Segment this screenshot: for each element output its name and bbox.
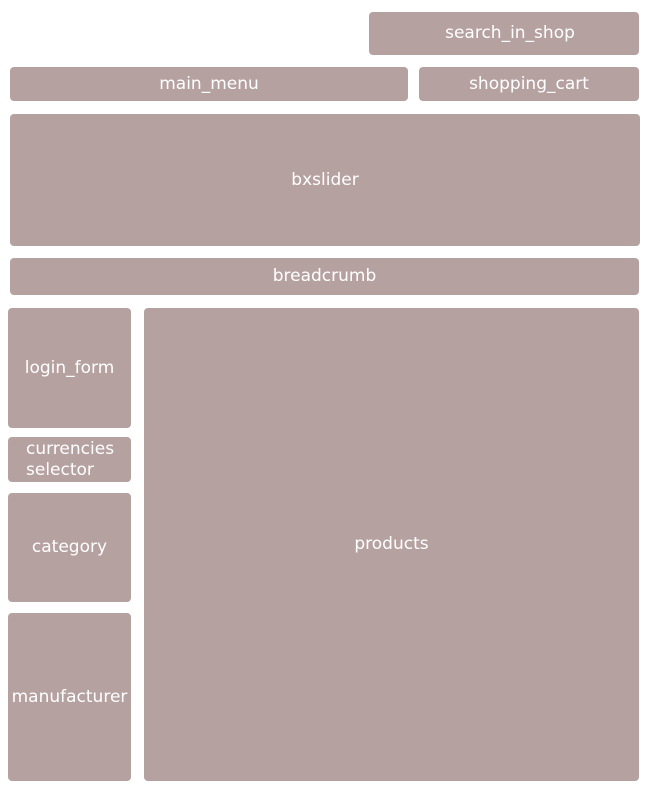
search-in-shop-block: search_in_shop: [369, 12, 639, 55]
products-block: products: [144, 308, 639, 781]
bxslider-label: bxslider: [291, 169, 359, 190]
main-menu-block: main_menu: [10, 67, 408, 101]
shopping-cart-label: shopping_cart: [469, 73, 589, 94]
manufacturer-block: manufacturer: [8, 613, 131, 781]
breadcrumb-label: breadcrumb: [272, 266, 377, 286]
currencies-selector-label: currencies selector: [26, 438, 115, 480]
login-form-label: login_form: [24, 357, 115, 378]
category-block: category: [8, 493, 131, 602]
shopping-cart-block: shopping_cart: [419, 67, 639, 101]
category-label: category: [31, 537, 108, 557]
search-in-shop-label: search_in_shop: [445, 23, 575, 43]
manufacturer-label: manufacturer: [11, 686, 128, 707]
login-form-block: login_form: [8, 308, 131, 428]
currencies-selector-block: currencies selector: [8, 437, 131, 482]
breadcrumb-block: breadcrumb: [10, 258, 639, 295]
bxslider-block: bxslider: [10, 114, 640, 246]
main-menu-label: main_menu: [159, 73, 259, 94]
products-label: products: [354, 534, 429, 554]
